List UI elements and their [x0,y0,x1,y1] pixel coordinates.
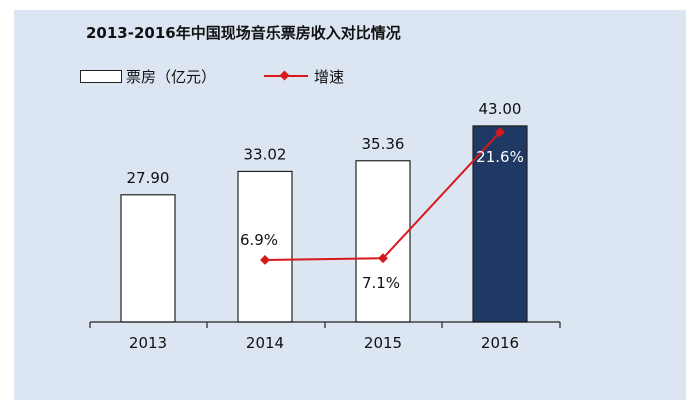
growth-label-2015: 7.1% [362,274,400,292]
x-tick-label-2016: 2016 [481,334,519,352]
growth-marker-2014 [260,255,270,265]
bar-value-label-2015: 35.36 [362,135,405,153]
x-tick-label-2014: 2014 [246,334,284,352]
x-tick-label-2013: 2013 [129,334,167,352]
growth-marker-2015 [378,253,388,264]
chart-title: 2013-2016年中国现场音乐票房收入对比情况 [86,24,401,42]
x-tick-label-2015: 2015 [364,334,402,352]
bar-value-label-2013: 27.90 [127,169,170,187]
bar-2014 [237,170,293,323]
growth-label-2016: 21.6% [476,148,524,166]
bar-2015 [355,160,411,323]
legend-swatch-bar [80,69,122,83]
legend-swatch-line [264,70,309,82]
bar-value-label-2016: 43.00 [479,100,522,118]
legend-label-bar: 票房（亿元） [126,67,217,86]
legend-label-line: 增速 [314,67,345,86]
legend: 票房（亿元） 增速 [80,66,344,86]
bar-value-label-2014: 33.02 [244,145,287,163]
growth-label-2014: 6.9% [240,231,278,249]
bar-2013 [120,194,176,323]
growth-marker-2016 [495,127,505,138]
bar-2016 [472,125,528,323]
